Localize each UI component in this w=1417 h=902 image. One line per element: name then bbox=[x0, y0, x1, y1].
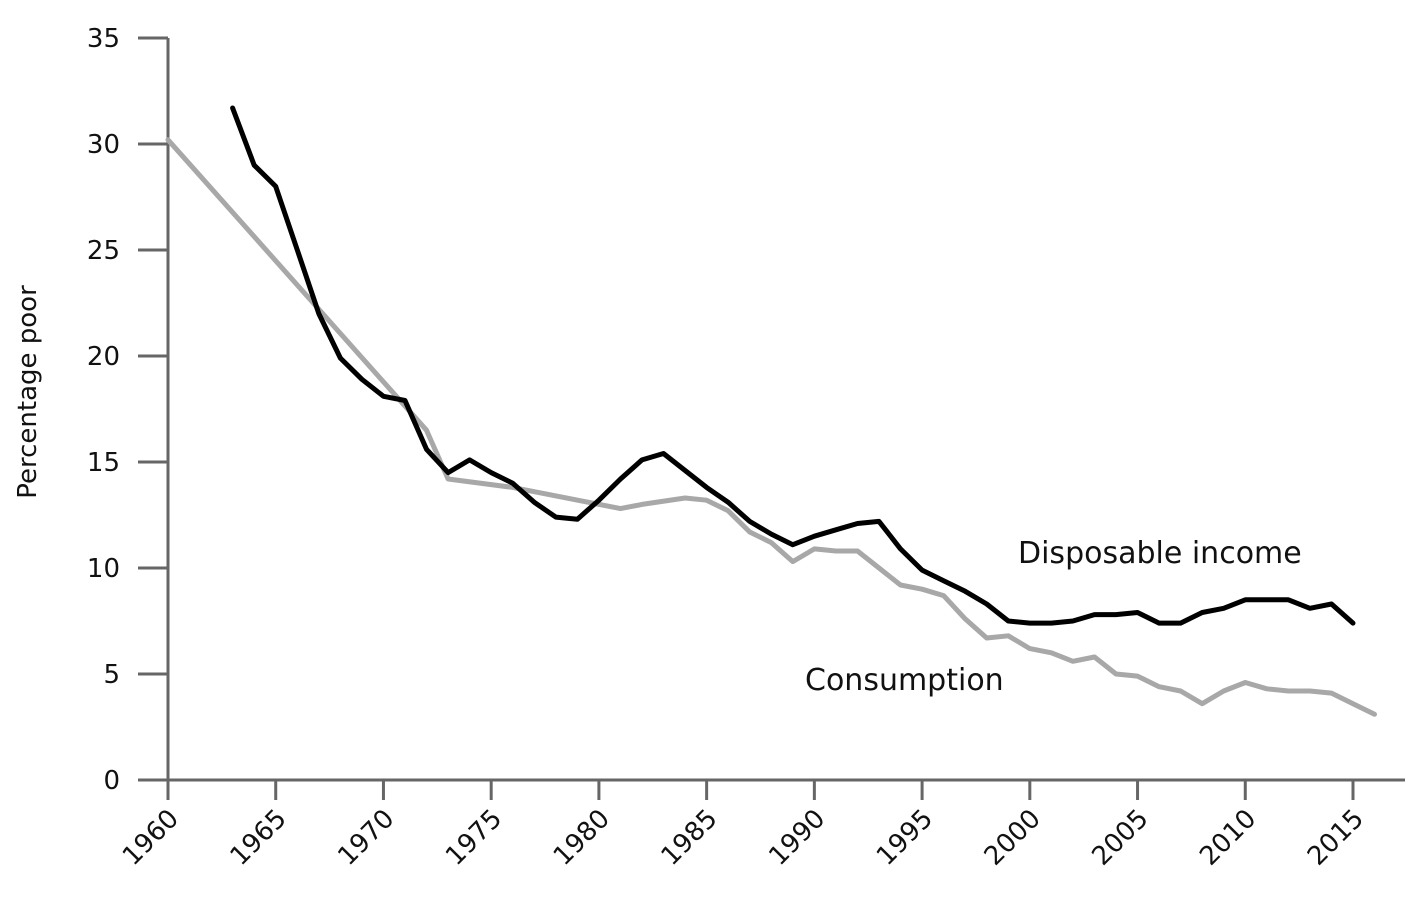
x-tick-label: 2000 bbox=[979, 804, 1047, 872]
y-axis: 0 5 10 15 20 25 30 35 bbox=[87, 24, 170, 796]
series-line-disposable-income bbox=[230, 105, 1356, 626]
series-layer bbox=[165, 105, 1377, 717]
x-tick-label: 2010 bbox=[1194, 804, 1262, 872]
x-tick-label: 1965 bbox=[225, 804, 293, 872]
x-tick-label: 1975 bbox=[440, 804, 508, 872]
x-tick-label: 1960 bbox=[117, 804, 185, 872]
y-tick-label: 10 bbox=[87, 554, 120, 584]
y-tick-label: 30 bbox=[87, 130, 120, 160]
y-tick-label: 20 bbox=[87, 342, 120, 372]
x-axis: 1960 1965 1970 1975 1980 1985 1990 1995 2000 2005… bbox=[117, 778, 1405, 872]
x-tick-label: 2015 bbox=[1302, 804, 1370, 872]
x-tick-label: 1990 bbox=[763, 804, 831, 872]
y-tick-label: 5 bbox=[103, 660, 120, 690]
x-tick-label: 1995 bbox=[871, 804, 939, 872]
series-label-disposable-income: Disposable income bbox=[1018, 536, 1302, 571]
series-label-consumption: Consumption bbox=[805, 663, 1004, 698]
series-line-consumption bbox=[165, 137, 1377, 717]
x-tick-label: 1980 bbox=[548, 804, 616, 872]
x-tick-label: 1970 bbox=[332, 804, 400, 872]
y-tick-label: 0 bbox=[103, 766, 120, 796]
y-tick-label: 35 bbox=[87, 24, 120, 54]
y-tick-label: 25 bbox=[87, 236, 120, 266]
x-tick-label: 1985 bbox=[656, 804, 724, 872]
y-tick-label: 15 bbox=[87, 448, 120, 478]
x-tick-label: 2005 bbox=[1086, 804, 1154, 872]
y-axis-title: Percentage poor bbox=[13, 285, 43, 499]
